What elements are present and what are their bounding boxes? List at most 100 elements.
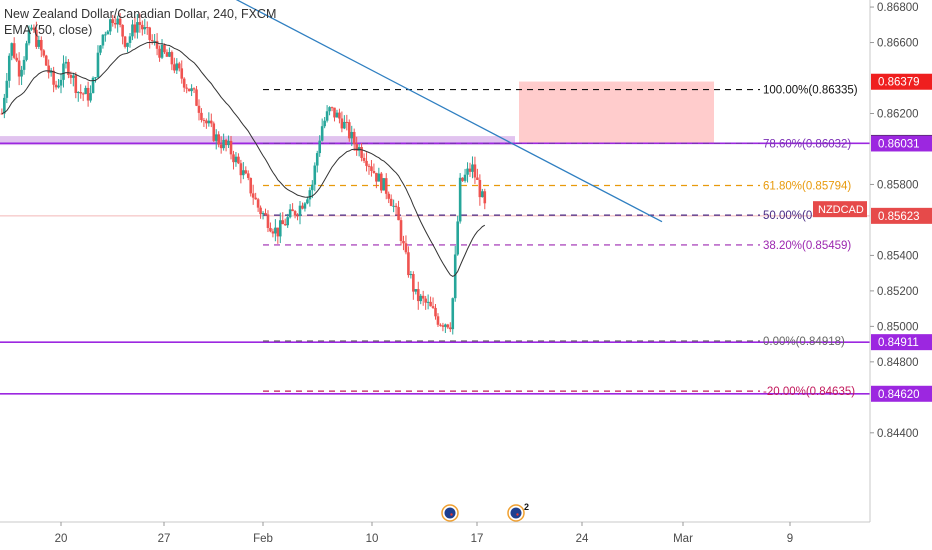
candle xyxy=(313,165,317,185)
candle xyxy=(10,43,14,56)
flag-star xyxy=(450,513,453,516)
candle xyxy=(434,307,437,317)
candle xyxy=(195,89,198,106)
candle xyxy=(52,70,55,85)
candle xyxy=(436,316,440,325)
resistance-band[interactable] xyxy=(0,136,515,146)
price-tick-label-6: 0.85000 xyxy=(877,321,919,333)
price-label-box-0 xyxy=(871,73,932,90)
candle xyxy=(394,205,398,208)
candle xyxy=(426,301,430,303)
candle xyxy=(448,327,452,330)
price-tick-label-8: 0.84400 xyxy=(877,428,919,440)
candle xyxy=(274,227,277,234)
candle xyxy=(136,22,139,33)
candle xyxy=(42,50,46,56)
candle xyxy=(266,214,270,228)
stop-loss-zone[interactable] xyxy=(519,81,714,144)
candle xyxy=(325,111,329,121)
candle xyxy=(91,77,95,94)
candle xyxy=(446,324,450,328)
candle xyxy=(229,140,233,155)
candle xyxy=(269,227,272,232)
ema-line[interactable] xyxy=(1,41,486,277)
candle xyxy=(389,198,393,206)
candle xyxy=(133,24,137,33)
fib-level-label-0: 100.00%(0.86335) xyxy=(763,85,858,97)
candle xyxy=(468,168,472,172)
candle xyxy=(291,209,294,212)
candle xyxy=(352,131,356,144)
time-tick-label-1: 27 xyxy=(158,533,171,545)
candle xyxy=(478,179,482,198)
price-label-4: 0.84911 xyxy=(878,337,919,349)
chart-legend: New Zealand Dollar/Canadian Dollar, 240,… xyxy=(4,6,276,38)
candle xyxy=(458,177,462,222)
candle xyxy=(399,220,403,242)
candle xyxy=(360,147,363,158)
candle xyxy=(382,178,386,191)
candle xyxy=(108,19,112,32)
candle xyxy=(200,112,203,120)
candle xyxy=(57,85,60,88)
price-tick-label-4: 0.85400 xyxy=(877,250,919,262)
candle xyxy=(37,39,41,47)
candle xyxy=(79,91,83,94)
candle xyxy=(5,80,9,98)
candle xyxy=(259,207,262,215)
candle xyxy=(375,172,378,182)
candle xyxy=(168,52,171,57)
fib-level-label-4: 38.20%(0.85459) xyxy=(763,240,851,252)
candle xyxy=(281,220,285,225)
candle xyxy=(99,45,102,53)
candle xyxy=(288,209,292,218)
price-tick-label-3: 0.85800 xyxy=(877,179,919,191)
candle xyxy=(165,52,169,57)
candle xyxy=(308,190,312,200)
candle xyxy=(424,298,427,303)
fib-level-label-5: 0.00%(0.84918) xyxy=(763,336,845,348)
candle xyxy=(237,156,240,164)
candle xyxy=(338,112,341,119)
symbol-tag-box xyxy=(813,201,867,218)
candle xyxy=(190,88,193,92)
candle xyxy=(476,177,479,180)
candle xyxy=(471,164,474,172)
candle xyxy=(441,325,445,327)
candle xyxy=(466,168,469,175)
candle xyxy=(387,193,391,199)
candle xyxy=(173,64,176,71)
candle xyxy=(59,79,63,86)
candle xyxy=(323,120,326,127)
candle xyxy=(343,121,346,129)
candle xyxy=(145,27,149,29)
candle xyxy=(328,107,331,112)
candle xyxy=(219,144,223,149)
candle xyxy=(141,24,144,30)
indicator-label: EMA (50, close) xyxy=(4,23,93,37)
candle xyxy=(350,131,354,139)
candle xyxy=(217,134,220,145)
trend-line[interactable] xyxy=(215,0,663,223)
candle xyxy=(104,34,107,36)
time-tick-label-7: 9 xyxy=(787,533,793,545)
candle xyxy=(306,199,309,204)
candle xyxy=(377,173,381,182)
candle xyxy=(0,113,4,115)
candle xyxy=(197,105,201,113)
candle xyxy=(116,18,119,25)
price-label-box-4 xyxy=(871,334,932,351)
candle xyxy=(347,122,351,139)
candle xyxy=(481,191,484,198)
candle xyxy=(12,43,16,58)
candle xyxy=(234,156,238,163)
price-label-5: 0.84620 xyxy=(878,389,920,401)
flag-fill xyxy=(444,507,456,519)
price-label-3: 0.85623 xyxy=(878,211,920,223)
candle xyxy=(453,254,457,299)
candle xyxy=(69,74,73,78)
candle xyxy=(320,126,324,141)
candle xyxy=(205,120,208,124)
